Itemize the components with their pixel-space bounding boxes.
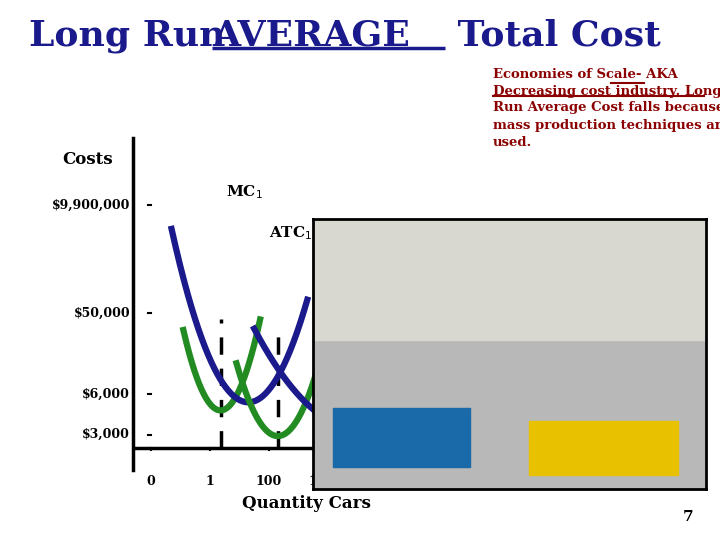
Text: MC$_2$: MC$_2$ [331,279,368,296]
Text: ATC$_2$: ATC$_2$ [390,338,433,356]
Text: 1,000: 1,000 [308,475,348,488]
Text: $3,000: $3,000 [82,428,130,441]
Text: $50,000: $50,000 [73,307,130,320]
Text: Total Cost: Total Cost [445,19,661,53]
Text: 1: 1 [205,475,215,488]
Bar [333,408,470,467]
Text: $6,000: $6,000 [82,388,130,401]
Text: Costs: Costs [63,151,113,168]
Text: Quantity Cars: Quantity Cars [242,495,370,512]
Text: $9,900,000: $9,900,000 [52,199,130,212]
Text: MC$_1$: MC$_1$ [227,184,264,201]
Bar [313,219,706,340]
Text: ATC$_1$: ATC$_1$ [269,225,312,242]
Text: AVERAGE: AVERAGE [212,19,410,53]
Text: Economies of Scale- AKA
Decreasing cost industry. Long
Run Average Cost falls be: Economies of Scale- AKA Decreasing cost … [493,68,720,148]
Text: 0: 0 [147,475,156,488]
Text: 100: 100 [256,475,282,488]
Text: 1,000,0000: 1,000,0000 [407,475,485,488]
Text: Long Run: Long Run [29,19,238,53]
Bar [529,421,678,475]
Text: 100,000: 100,000 [359,475,415,488]
Text: 7: 7 [683,510,693,524]
